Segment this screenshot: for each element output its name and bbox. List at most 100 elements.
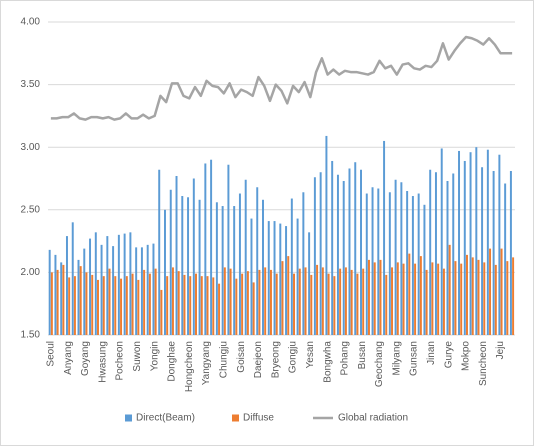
bar [166,276,169,335]
bar [498,154,501,335]
bar [252,282,255,335]
bar [258,269,261,335]
y-tick-label: 3.50 [21,79,41,90]
bar [227,164,230,335]
bar [279,223,282,335]
bar [48,249,51,335]
bar [321,267,324,335]
bar [411,196,414,335]
bar [367,259,370,335]
bar [458,150,461,335]
bar [56,269,59,335]
bar [285,226,288,335]
x-tick-label: Gurye [443,341,454,369]
bar [135,247,138,335]
bar [212,277,215,335]
bar [385,274,388,335]
x-tick-label: Bongwha [322,341,333,383]
bar [348,168,351,335]
bar [302,192,305,335]
bar [298,268,301,335]
bar [97,279,99,335]
bar [442,268,445,335]
bar [486,149,489,335]
bar [146,244,149,335]
line-series [50,35,513,121]
bar [54,254,57,335]
bar [408,253,411,335]
bar [354,162,357,335]
bar [117,234,120,335]
bar [140,247,143,335]
x-tick-label: Jinan [426,341,437,365]
x-tick-label: Suncheon [478,341,489,386]
legend-swatch [232,414,239,422]
bar [123,233,126,335]
bar [344,267,347,335]
bar [414,263,417,335]
x-tick-label: Pocheon [115,341,126,380]
bar [287,256,290,335]
bar [137,279,140,335]
bar [112,246,115,335]
bar [500,248,503,335]
bar [204,163,207,335]
bar [437,263,440,335]
bar [509,170,512,335]
bar [106,236,109,335]
bar [296,218,299,335]
bar [465,254,468,335]
bar [379,259,382,335]
bar [460,263,463,335]
y-tick-label: 4.00 [21,17,41,28]
bar [342,181,345,335]
bar [365,193,368,335]
bar [125,276,128,335]
bar [143,269,146,335]
bar [229,268,232,335]
bar [241,273,244,335]
bar [50,272,53,335]
bar [102,276,105,335]
bar [419,256,422,335]
x-tick-label: Donghae [167,341,178,382]
bar [235,278,238,335]
bar [79,266,82,335]
bar [218,283,221,335]
bar [154,268,157,335]
x-tick-label: Chungju [218,341,229,378]
bar [481,167,484,335]
bar [181,196,184,335]
bar [267,221,270,335]
bar [362,268,365,335]
x-tick-label: Pohang [340,341,351,375]
bar [195,273,197,335]
bar [339,268,342,335]
bar [65,236,68,335]
x-tick-label: Seoul [46,341,57,367]
bar [308,232,311,335]
bar [350,269,353,335]
bar [158,169,161,335]
bar [452,173,455,335]
x-tick-label: Yesan [305,341,316,368]
bar [425,269,428,335]
bar [417,193,420,335]
bar [316,264,319,335]
bar [160,289,163,335]
bar [85,272,88,335]
bar [210,159,213,335]
bar [89,238,92,335]
bar [506,261,509,335]
legend-label: Global radiation [338,413,408,424]
bar [483,262,486,335]
bar [169,189,172,335]
x-tick-label: Goisan [236,341,247,373]
bar [68,277,71,335]
bar [319,172,322,335]
y-tick-label: 2.00 [21,267,41,278]
x-tick-label: Yongin [149,341,160,371]
bar [492,170,495,335]
bar [60,262,63,335]
